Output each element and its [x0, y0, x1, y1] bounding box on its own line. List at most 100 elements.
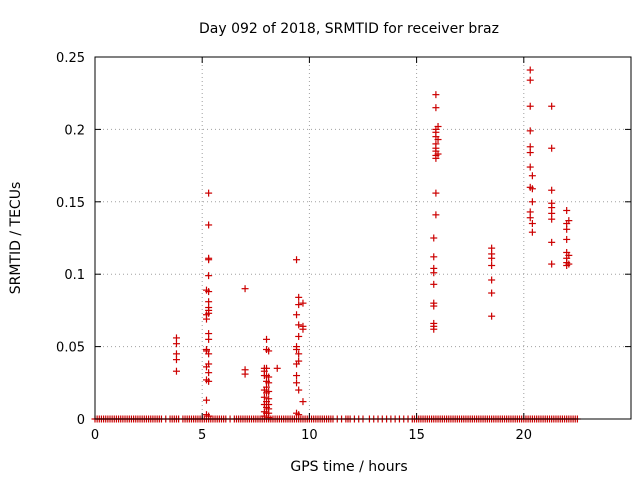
- grid: [95, 57, 631, 419]
- data-point: [299, 398, 307, 406]
- data-point: [295, 332, 303, 340]
- data-point: [295, 301, 303, 309]
- data-point: [295, 357, 303, 365]
- data-point: [263, 364, 271, 372]
- data-point: [293, 379, 301, 387]
- data-point: [263, 335, 271, 343]
- y-tick-label: 0.25: [56, 51, 85, 66]
- data-point: [432, 189, 440, 197]
- data-point: [526, 127, 534, 135]
- data-point: [430, 253, 438, 261]
- y-axis-label: SRMTID / TECUs: [8, 182, 24, 295]
- data-point: [563, 235, 571, 243]
- x-tick-label: 15: [408, 428, 425, 443]
- data-point: [526, 149, 534, 157]
- data-point: [205, 272, 213, 280]
- data-point: [295, 293, 303, 301]
- data-point: [528, 185, 536, 193]
- data-point: [434, 150, 442, 158]
- data-point: [526, 66, 534, 74]
- data-point: [172, 356, 180, 364]
- data-point: [430, 269, 438, 277]
- data-point: [241, 370, 249, 378]
- data-point: [432, 211, 440, 219]
- data-point: [265, 387, 273, 395]
- data-point: [488, 276, 496, 284]
- data-point: [548, 260, 556, 268]
- data-point: [260, 393, 268, 401]
- x-tick-label: 10: [301, 428, 318, 443]
- y-tick-label: 0.05: [56, 341, 85, 356]
- data-point: [528, 220, 536, 228]
- data-point: [526, 163, 534, 171]
- data-point: [565, 260, 573, 268]
- data-point: [548, 144, 556, 152]
- data-point: [205, 335, 213, 343]
- data-point: [265, 347, 273, 355]
- data-point: [563, 206, 571, 214]
- data-point: [434, 136, 442, 144]
- data-point: [299, 299, 307, 307]
- plot-frame: [94, 56, 632, 420]
- y-tick-label: 0.1: [64, 268, 85, 283]
- data-point: [565, 217, 573, 225]
- data-point: [293, 345, 301, 353]
- y-tick-label: 0.15: [56, 196, 85, 211]
- data-point: [265, 379, 273, 387]
- data-point: [293, 311, 301, 319]
- data-point: [205, 377, 213, 385]
- data-point: [432, 91, 440, 99]
- data-point: [295, 411, 303, 419]
- data-point: [528, 198, 536, 206]
- chart-title: Day 092 of 2018, SRMTID for receiver bra…: [199, 21, 499, 37]
- data-point: [528, 172, 536, 180]
- data-point: [430, 325, 438, 333]
- data-point: [205, 350, 213, 358]
- data-point: [295, 350, 303, 358]
- y-tick-label: 0.2: [64, 123, 85, 138]
- data-point: [488, 312, 496, 320]
- data-point: [526, 214, 534, 222]
- x-axis-label: GPS time / hours: [290, 459, 407, 475]
- data-point: [430, 234, 438, 242]
- data-point: [202, 315, 210, 323]
- data-point: [488, 289, 496, 297]
- data-point: [205, 309, 213, 317]
- data-point: [299, 325, 307, 333]
- data-point: [563, 225, 571, 233]
- data-point: [526, 102, 534, 110]
- data-point: [273, 364, 281, 372]
- data-point: [293, 256, 301, 264]
- x-tick-label: 20: [516, 428, 533, 443]
- data-point: [295, 321, 303, 329]
- data-point: [205, 256, 213, 264]
- data-point: [548, 215, 556, 223]
- y-tick-label: 0: [77, 413, 85, 428]
- data-point: [526, 76, 534, 84]
- data-point: [488, 254, 496, 262]
- data-point: [202, 396, 210, 404]
- data-point: [548, 238, 556, 246]
- x-tick-label: 5: [198, 428, 206, 443]
- data-point: [172, 340, 180, 348]
- data-point: [432, 154, 440, 162]
- data-point: [488, 262, 496, 270]
- x-tick-label: 0: [91, 428, 99, 443]
- data-point: [205, 360, 213, 368]
- data-point: [430, 302, 438, 310]
- data-point: [548, 186, 556, 194]
- data-point: [205, 369, 213, 377]
- data-point: [265, 414, 273, 422]
- data-point: [565, 251, 573, 259]
- data-point: [295, 386, 303, 394]
- data-point: [432, 104, 440, 112]
- data-point: [205, 189, 213, 197]
- data-point: [430, 280, 438, 288]
- data-point: [205, 221, 213, 229]
- data-point: [434, 123, 442, 131]
- data-point: [241, 285, 249, 293]
- data-point: [293, 372, 301, 380]
- axis-ticks: 0 5 10 15 20 0 0.05 0.1 0.15 0.2 0.25: [56, 51, 631, 443]
- data-point: [528, 228, 536, 236]
